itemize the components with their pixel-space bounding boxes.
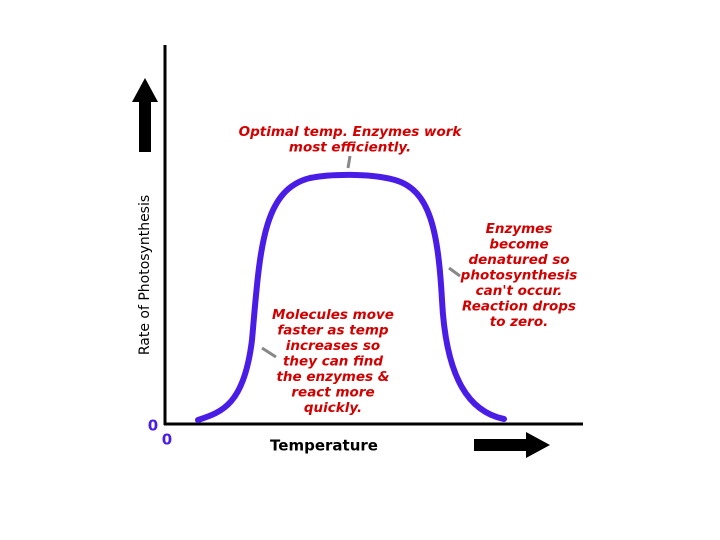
annotation-line: they can find	[283, 354, 383, 370]
annotation-line: Molecules move	[272, 307, 394, 323]
annotation-line: quickly.	[304, 400, 362, 416]
pointer	[448, 266, 461, 278]
annotation-line: Enzymes	[486, 221, 553, 237]
right-arrow	[474, 432, 550, 458]
up-arrow	[132, 78, 158, 152]
x-origin: 0	[162, 431, 172, 449]
annotation-line: photosynthesis	[460, 268, 578, 284]
annotation-line: denatured so	[468, 252, 569, 268]
annotation-line: react more	[291, 385, 374, 401]
annotation-line: can't occur.	[476, 283, 563, 299]
y-axis-label: Rate of Photosynthesis	[137, 195, 153, 355]
x-axis-label: Temperature	[270, 437, 378, 455]
annotation-line: Reaction drops	[462, 299, 576, 315]
annotation-line: to zero.	[490, 314, 549, 330]
pointer	[261, 346, 277, 359]
annotation-line: faster as temp	[277, 323, 389, 339]
y-origin: 0	[148, 417, 158, 435]
pointer	[346, 155, 352, 169]
annotation-line: increases so	[286, 338, 380, 354]
annotation-line: Optimal temp. Enzymes work	[239, 124, 463, 140]
annotation-line: become	[489, 237, 548, 253]
annotation-line: the enzymes &	[276, 369, 389, 385]
annotation-line: most efficiently.	[289, 140, 411, 156]
rate-curve	[195, 171, 507, 423]
